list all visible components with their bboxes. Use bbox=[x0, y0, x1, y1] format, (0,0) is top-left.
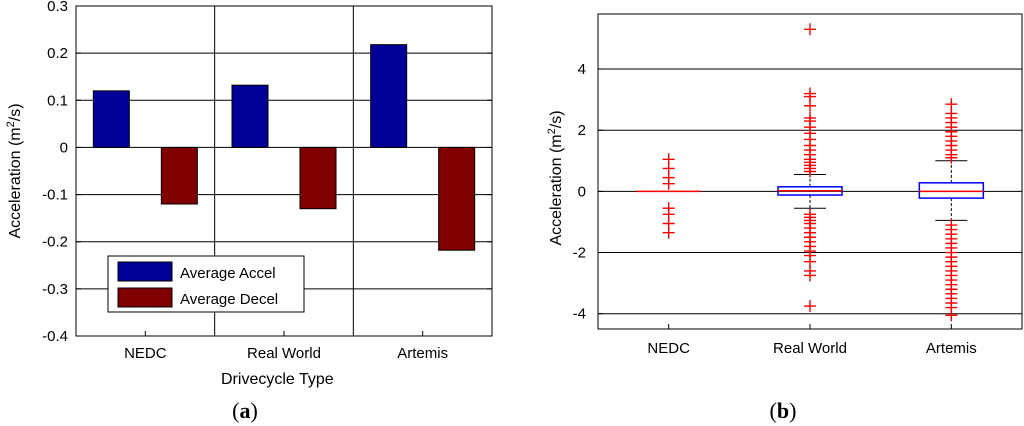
box-chart-panel-b: 4 2 0 -2 -4 NEDC Real World Artemis Accelerati… bbox=[546, 13, 1023, 357]
x-tick-label: Real World bbox=[773, 340, 847, 357]
boxes-b bbox=[636, 23, 985, 322]
x-tick-label: NEDC bbox=[124, 345, 167, 362]
outlier-marker bbox=[804, 300, 816, 313]
x-tick-label: Artemis bbox=[397, 345, 448, 362]
panel-label-a: (a) bbox=[232, 398, 258, 423]
y-ticks-b: 4 2 0 -2 -4 bbox=[573, 61, 603, 323]
bar-chart-panel-a: 0.3 0.2 0.1 0 -0.1 -0.2 -0.3 -0.4 NEDC Real Worl… bbox=[5, 0, 493, 388]
bar-decel-nedc bbox=[160, 146, 198, 205]
legend-label-accel: Average Accel bbox=[180, 265, 276, 282]
y-tick-label: 0 bbox=[60, 139, 68, 156]
bar-accel-artemis bbox=[370, 44, 408, 148]
legend-label-decel: Average Decel bbox=[180, 291, 278, 308]
outlier-marker bbox=[804, 23, 816, 36]
y-tick-label: 4 bbox=[578, 61, 586, 78]
y-tick-label: 0.3 bbox=[47, 0, 68, 15]
y-tick-label: -0.1 bbox=[42, 187, 68, 204]
bar-decel-artemis bbox=[438, 146, 476, 251]
x-tick-label: Real World bbox=[247, 345, 321, 362]
legend-swatch-accel bbox=[117, 261, 173, 282]
outlier-marker bbox=[804, 99, 816, 112]
y-tick-label: -0.2 bbox=[42, 234, 68, 251]
y-tick-label: 0.1 bbox=[47, 92, 68, 109]
bar-accel-real-world bbox=[231, 84, 269, 148]
outlier-marker bbox=[662, 177, 675, 190]
x-ticks-b: NEDC Real World Artemis bbox=[647, 324, 977, 357]
y-tick-label: -4 bbox=[573, 306, 586, 323]
x-ticks-a: NEDC Real World Artemis bbox=[124, 331, 448, 362]
outlier-marker bbox=[804, 165, 816, 178]
outlier-marker bbox=[945, 309, 958, 322]
y-tick-label: 0.2 bbox=[47, 45, 68, 62]
x-axis-label-a: Drivecycle Type bbox=[221, 371, 334, 388]
outlier-marker bbox=[662, 226, 675, 239]
bar-accel-nedc bbox=[92, 90, 130, 148]
y-tick-label: -0.3 bbox=[42, 281, 68, 298]
box-artemis bbox=[918, 98, 985, 322]
y-axis-label-a: Acceleration (m2/s) bbox=[5, 103, 24, 238]
legend-swatch-decel bbox=[117, 287, 173, 308]
box-nedc bbox=[636, 153, 701, 239]
panel-label-b: (b) bbox=[770, 398, 797, 423]
y-tick-label: 0 bbox=[578, 183, 586, 200]
y-tick-label: 2 bbox=[578, 122, 586, 139]
iqr-box bbox=[918, 182, 985, 199]
bar-decel-real-world bbox=[299, 146, 337, 210]
x-tick-label: Artemis bbox=[926, 340, 977, 357]
outlier-marker bbox=[804, 269, 816, 282]
outlier-marker bbox=[945, 151, 958, 164]
grid-a bbox=[76, 6, 492, 336]
legend-a: Average Accel Average Decel bbox=[107, 255, 305, 313]
y-tick-label: -2 bbox=[573, 245, 586, 262]
y-axis-label-b: Acceleration (m2/s) bbox=[546, 110, 565, 245]
box-real-world bbox=[777, 23, 843, 313]
x-tick-label: NEDC bbox=[647, 340, 690, 357]
y-tick-label: -0.4 bbox=[42, 328, 68, 345]
y-ticks-a: 0.3 0.2 0.1 0 -0.1 -0.2 -0.3 -0.4 bbox=[42, 0, 492, 345]
